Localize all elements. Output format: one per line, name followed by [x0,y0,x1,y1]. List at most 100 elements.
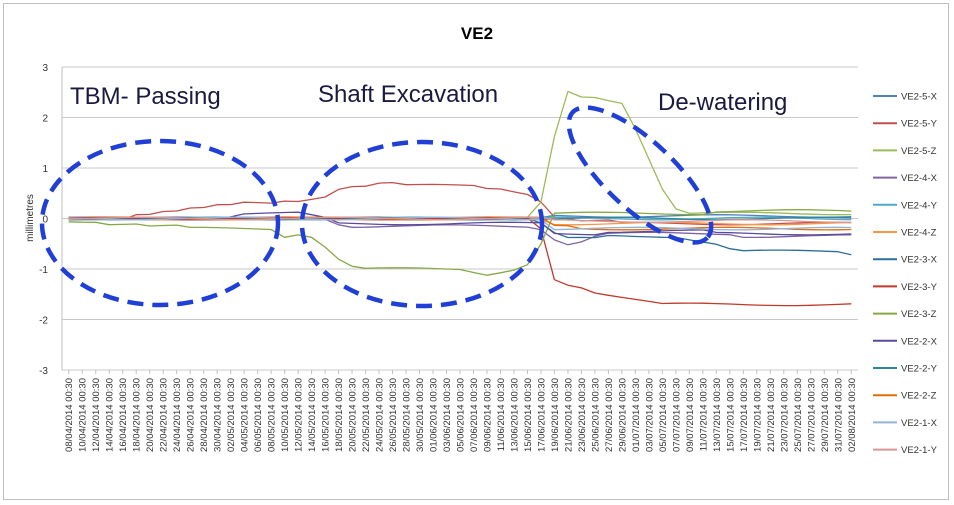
y-tick-label: 3 [42,63,48,74]
series-lines [68,90,852,307]
legend: VE2-5-X VE2-5-Y VE2-5-Z VE2-4-X VE2-4-Y VE2-4… [873,92,938,456]
x-tick-label: 27/06/2014 00:30 [604,378,615,452]
legend-label: VE2-1-X [901,418,938,429]
y-tick-label: 2 [42,114,48,125]
legend-label: VE2-3-X [901,255,938,266]
x-tick-label: 05/07/2014 00:30 [658,378,669,452]
series-line-ve2-3-y [68,216,852,307]
x-tick-label: 23/06/2014 00:30 [577,378,588,452]
x-tick-label: 21/07/2014 00:30 [766,378,777,452]
x-tick-label: 27/07/2014 00:30 [806,378,817,452]
y-tick-label: -3 [39,366,48,377]
x-tick-label: 14/04/2014 00:30 [105,378,116,452]
x-tick-label: 01/06/2014 00:30 [429,378,440,452]
x-tick-label: 05/06/2014 00:30 [456,378,467,452]
y-tick-label: 1 [42,164,48,175]
x-tick-label: 29/07/2014 00:30 [820,378,831,452]
annotation-ellipse [39,138,281,308]
x-tick-label: 16/05/2014 00:30 [321,378,332,452]
y-tick-label: -2 [39,316,48,327]
legend-label: VE2-4-X [901,173,938,184]
x-tick-label: 28/04/2014 00:30 [199,378,210,452]
annotation-label: De-watering [658,89,787,116]
x-tick-label: 26/05/2014 00:30 [388,378,399,452]
y-tick-label: 0 [42,215,48,226]
x-tick-label: 28/05/2014 00:30 [402,378,413,452]
x-tick-label: 02/08/2014 00:30 [847,378,858,452]
x-tick-label: 02/05/2014 00:30 [226,378,237,452]
series-line-ve2-4-x [68,216,852,246]
legend-label: VE2-5-Z [901,146,937,157]
x-tick-label: 22/04/2014 00:30 [159,378,170,452]
x-tick-label: 24/05/2014 00:30 [375,378,386,452]
x-tick-label: 12/04/2014 00:30 [91,378,102,452]
x-tick-label: 06/05/2014 00:30 [253,378,264,452]
x-tick-label: 03/07/2014 00:30 [644,378,655,452]
x-tick-label: 18/04/2014 00:30 [132,378,143,452]
x-tick-label: 25/06/2014 00:30 [590,378,601,452]
x-tick-label: 17/07/2014 00:30 [739,378,750,452]
x-tick-label: 14/05/2014 00:30 [307,378,318,452]
x-tick-label: 03/06/2014 00:30 [442,378,453,452]
x-tick-label: 08/05/2014 00:30 [267,378,278,452]
x-tick-label: 19/06/2014 00:30 [550,378,561,452]
legend-label: VE2-2-Z [901,391,937,402]
x-tick-label: 20/05/2014 00:30 [348,378,359,452]
series-line-ve2-1-y [68,216,852,223]
legend-label: VE2-5-Y [901,119,938,130]
legend-label: VE2-2-X [901,336,938,347]
chart-frame [3,3,949,500]
x-tick-label: 01/07/2014 00:30 [631,378,642,452]
series-line-ve2-3-z [68,209,852,276]
x-tick-label: 08/04/2014 00:30 [64,378,75,452]
x-tick-label: 19/07/2014 00:30 [752,378,763,452]
x-tick-label: 13/06/2014 00:30 [509,378,520,452]
x-tick-label: 13/07/2014 00:30 [712,378,723,452]
x-tick-label: 30/04/2014 00:30 [213,378,224,452]
y-axis-label: millimetres [25,194,36,242]
x-tick-label: 18/05/2014 00:30 [334,378,345,452]
x-tick-label: 07/06/2014 00:30 [469,378,480,452]
legend-label: VE2-3-Y [901,282,938,293]
y-tick-labels: 3 2 1 0 -1 -2 -3 [39,63,48,377]
x-tick-label: 09/06/2014 00:30 [482,378,493,452]
x-tick-label: 15/07/2014 00:30 [725,378,736,452]
x-tick-label: 31/07/2014 00:30 [833,378,844,452]
y-tick-label: -1 [39,265,48,276]
x-tick-label: 25/07/2014 00:30 [793,378,804,452]
x-tick-label: 17/06/2014 00:30 [536,378,547,452]
annotation-ellipse [299,139,545,309]
legend-label: VE2-5-X [901,92,938,103]
x-tick-label: 26/04/2014 00:30 [186,378,197,452]
x-tick-labels: 08/04/2014 00:30 10/04/2014 00:30 12/04/20… [64,370,858,452]
legend-label: VE2-1-Y [901,445,938,456]
x-tick-label: 10/04/2014 00:30 [78,378,89,452]
legend-label: VE2-3-Z [901,309,937,320]
series-line-ve2-1-x [68,216,852,231]
annotation-label: Shaft Excavation [318,81,498,108]
chart-title: VE2 [461,24,493,43]
legend-label: VE2-4-Z [901,228,937,239]
x-tick-label: 09/07/2014 00:30 [685,378,696,452]
x-tick-label: 11/06/2014 00:30 [496,378,507,451]
annotation-label: TBM- Passing [70,83,221,110]
x-tick-label: 20/04/2014 00:30 [145,378,156,452]
x-tick-label: 30/05/2014 00:30 [415,378,426,452]
x-tick-label: 21/06/2014 00:30 [563,378,574,452]
x-tick-label: 16/04/2014 00:30 [118,378,129,452]
x-tick-label: 12/05/2014 00:30 [294,378,305,452]
series-line-ve2-5-y [68,181,852,226]
x-tick-label: 23/07/2014 00:30 [779,378,790,452]
x-tick-label: 15/06/2014 00:30 [523,378,534,452]
x-tick-label: 22/05/2014 00:30 [361,378,372,452]
x-tick-label: 04/05/2014 00:30 [240,378,251,452]
x-tick-label: 10/05/2014 00:30 [280,378,291,452]
x-tick-label: 24/04/2014 00:30 [172,378,183,452]
x-tick-label: 29/06/2014 00:30 [617,378,628,452]
annotation-ellipse [566,105,714,245]
annotations: TBM- Passing Shaft Excavation De-watering [39,81,787,309]
x-tick-label: 11/07/2014 00:30 [698,378,709,451]
x-tick-label: 07/07/2014 00:30 [671,378,682,452]
legend-label: VE2-4-Y [901,200,938,211]
